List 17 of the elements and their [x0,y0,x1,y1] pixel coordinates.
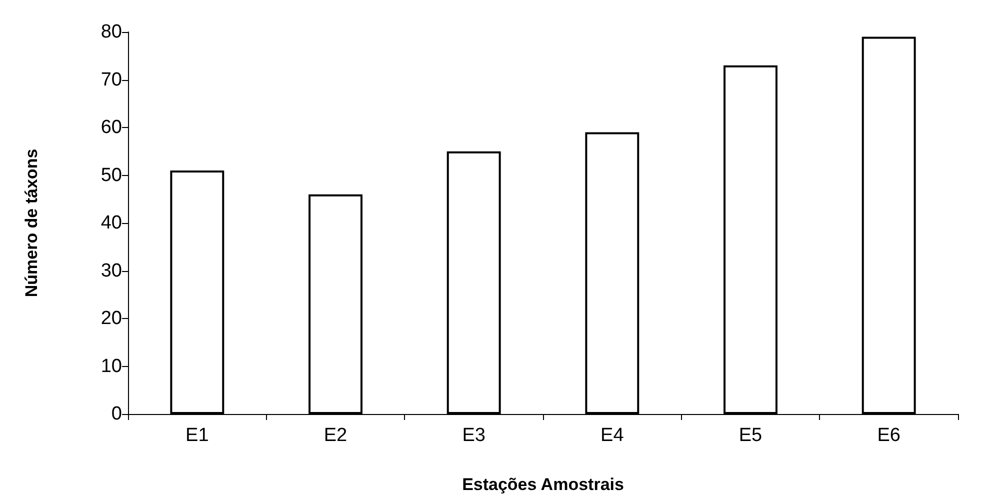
x-tick-label: E5 [738,425,762,446]
x-tick-label: E2 [324,425,348,446]
y-tick-label: 10 [100,356,122,377]
y-tick-label: 70 [100,69,122,90]
x-tick-label: E1 [186,425,209,446]
y-tick-label: 40 [100,212,122,234]
y-tick-label: 80 [100,22,122,42]
x-axis-title: Estações Amostrais [462,475,624,494]
y-tick-label: 60 [100,117,122,138]
y-tick-label: 50 [100,164,122,186]
y-tick-label: 20 [100,308,122,329]
x-tick-label: E4 [600,425,624,446]
y-axis-title: Número de táxons [22,148,41,298]
y-tick-label: 0 [111,404,122,424]
x-tick-label: E3 [462,425,486,446]
x-tick-label: E6 [877,425,900,446]
y-tick-label: 30 [100,260,122,282]
